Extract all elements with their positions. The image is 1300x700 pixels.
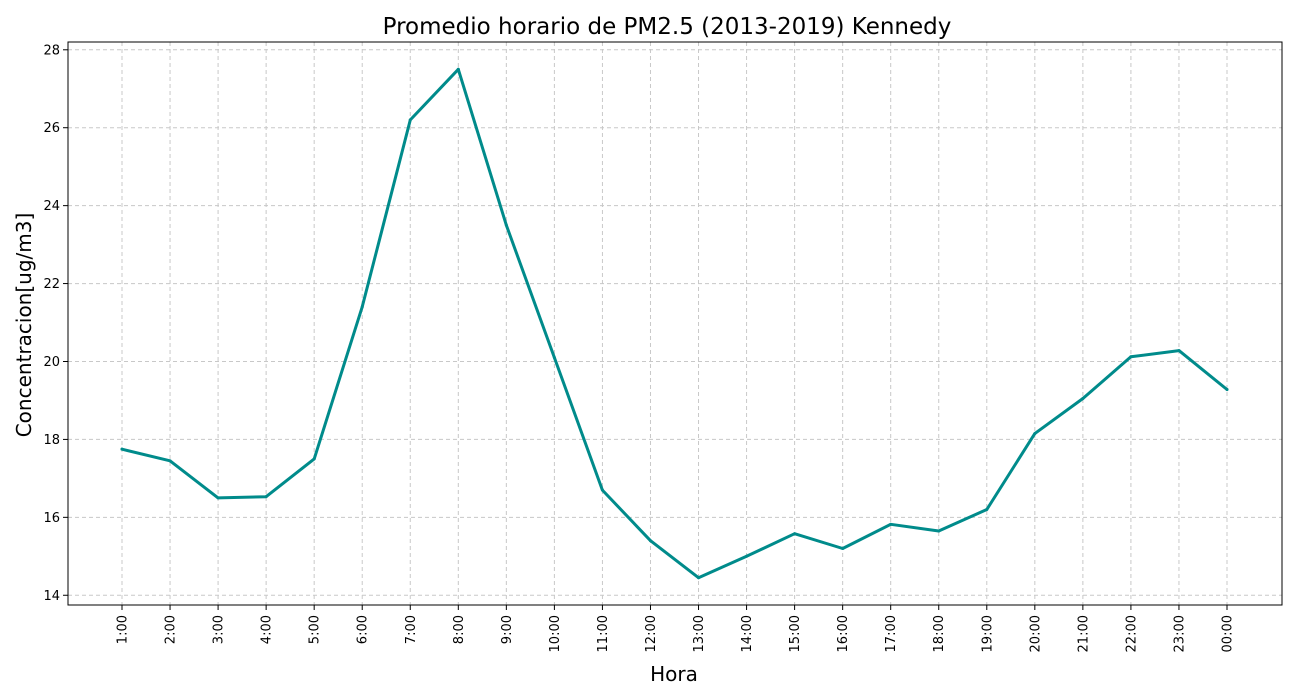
data-point xyxy=(1033,432,1037,436)
data-point xyxy=(841,547,845,551)
data-point xyxy=(264,495,268,499)
x-tick-label: 18:00 xyxy=(932,615,947,652)
x-tick-label: 22:00 xyxy=(1124,615,1139,652)
y-axis: 14 16 18 20 22 24 26 28 xyxy=(43,43,68,604)
y-tick-label: 26 xyxy=(43,121,60,136)
y-tick-label: 14 xyxy=(43,589,60,604)
data-point xyxy=(889,522,893,526)
x-tick-label: 9:00 xyxy=(500,615,515,644)
data-point xyxy=(600,488,604,492)
x-tick-label: 10:00 xyxy=(548,615,563,652)
plot-frame xyxy=(67,41,1283,606)
y-tick-label: 24 xyxy=(43,199,60,214)
y-axis-label: Concentracion[ug/m3] xyxy=(12,213,36,438)
x-tick-label: 19:00 xyxy=(980,615,995,652)
data-point xyxy=(697,576,701,580)
x-tick-label: 23:00 xyxy=(1172,615,1187,652)
data-point xyxy=(120,447,124,451)
data-point xyxy=(1177,349,1181,353)
data-point xyxy=(1225,388,1229,392)
x-tick-label: 00:00 xyxy=(1221,615,1236,652)
series-line xyxy=(120,67,1229,580)
x-tick-label: 20:00 xyxy=(1028,615,1043,652)
x-tick-label: 15:00 xyxy=(788,615,803,652)
x-tick-label: 7:00 xyxy=(404,615,419,644)
data-point xyxy=(360,305,364,309)
x-tick-label: 1:00 xyxy=(116,615,131,644)
chart-title: Promedio horario de PM2.5 (2013-2019) Ke… xyxy=(383,14,952,40)
data-point xyxy=(552,356,556,360)
data-point xyxy=(985,508,989,512)
data-point xyxy=(216,496,220,500)
data-point xyxy=(1129,355,1133,359)
data-point xyxy=(168,459,172,463)
grid xyxy=(68,42,1282,605)
data-point xyxy=(793,532,797,536)
x-tick-label: 2:00 xyxy=(164,615,179,644)
series-layer xyxy=(120,67,1229,580)
x-tick-label: 16:00 xyxy=(836,615,851,652)
x-axis: 1:00 2:00 3:00 4:00 5:00 6:00 7:00 8:00 9:00 10:0… xyxy=(116,605,1236,652)
x-tick-label: 6:00 xyxy=(356,615,371,644)
data-point xyxy=(312,457,316,461)
data-point xyxy=(408,118,412,122)
x-tick-label: 21:00 xyxy=(1076,615,1091,652)
data-point xyxy=(456,67,460,71)
x-tick-label: 17:00 xyxy=(884,615,899,652)
x-tick-label: 5:00 xyxy=(308,615,323,644)
data-point xyxy=(745,554,749,558)
y-tick-label: 28 xyxy=(43,43,60,58)
data-point xyxy=(1081,397,1085,401)
y-tick-label: 18 xyxy=(43,433,60,448)
x-tick-label: 14:00 xyxy=(740,615,755,652)
x-tick-label: 13:00 xyxy=(692,615,707,652)
x-tick-label: 4:00 xyxy=(260,615,275,644)
x-tick-label: 8:00 xyxy=(452,615,467,644)
x-tick-label: 11:00 xyxy=(596,615,611,652)
data-point xyxy=(648,539,652,543)
x-tick-label: 12:00 xyxy=(644,615,659,652)
x-axis-label: Hora xyxy=(650,662,698,686)
data-point xyxy=(504,223,508,227)
y-tick-label: 16 xyxy=(43,511,60,526)
data-point xyxy=(937,529,941,533)
y-tick-label: 22 xyxy=(43,277,60,292)
y-tick-label: 20 xyxy=(43,355,60,370)
x-tick-label: 3:00 xyxy=(212,615,227,644)
